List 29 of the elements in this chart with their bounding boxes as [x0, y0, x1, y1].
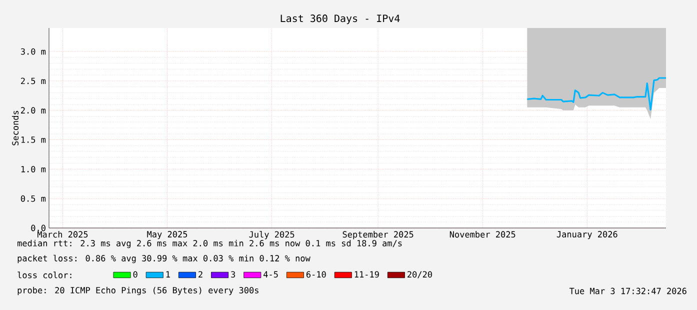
x-tick-label: November 2025	[450, 231, 516, 238]
y-tick-label: 1.5 m	[21, 136, 46, 143]
text: probe: 20 ICMP Echo Pings (56 Bytes) every 300s	[18, 286, 258, 296]
legend-label: 20/20	[408, 271, 432, 278]
legend-title: loss color:	[18, 272, 72, 278]
y-tick-label: 2.0 m	[21, 107, 46, 114]
legend-label: 2	[198, 271, 202, 278]
legend-label: 3	[231, 271, 236, 278]
legend-label: 6-10	[306, 271, 326, 278]
y-tick-label: 2.5 m	[21, 78, 46, 84]
y-axis-title: Seconds	[12, 110, 19, 146]
y-tick-label: 3.0 m	[20, 48, 46, 55]
x-tick-label: March 2025	[37, 231, 88, 238]
text: packet loss: 0.86 % avg 30.99 % max 0.03 % min 0.12 % now	[18, 254, 310, 264]
x-tick-label: September 2025	[342, 231, 414, 240]
chart-title: Last 360 Days - IPv4	[280, 14, 400, 24]
x-tick-label: July 2025	[249, 231, 294, 240]
text: median rtt: 2.3 ms avg 2.6 ms max 2.0 ms min 2.6 ms now 0.1 ms sd 18.9 am/s	[18, 240, 402, 248]
y-tick-label: 1.0 m	[21, 166, 46, 172]
y-tick-label: 0.5 m	[20, 195, 46, 202]
text: Tue Mar 3 17:32:47 2026	[569, 288, 686, 294]
legend-label: 4-5	[264, 271, 278, 278]
y-tick-label: 0.0	[31, 224, 46, 232]
legend-label: 11-19	[354, 271, 379, 278]
legend-label: 1	[166, 271, 170, 278]
x-tick-label: January 2026	[556, 231, 618, 240]
legend-label: 0	[133, 271, 138, 278]
line-series	[526, 77, 666, 111]
x-tick-label: May 2025	[147, 231, 188, 240]
